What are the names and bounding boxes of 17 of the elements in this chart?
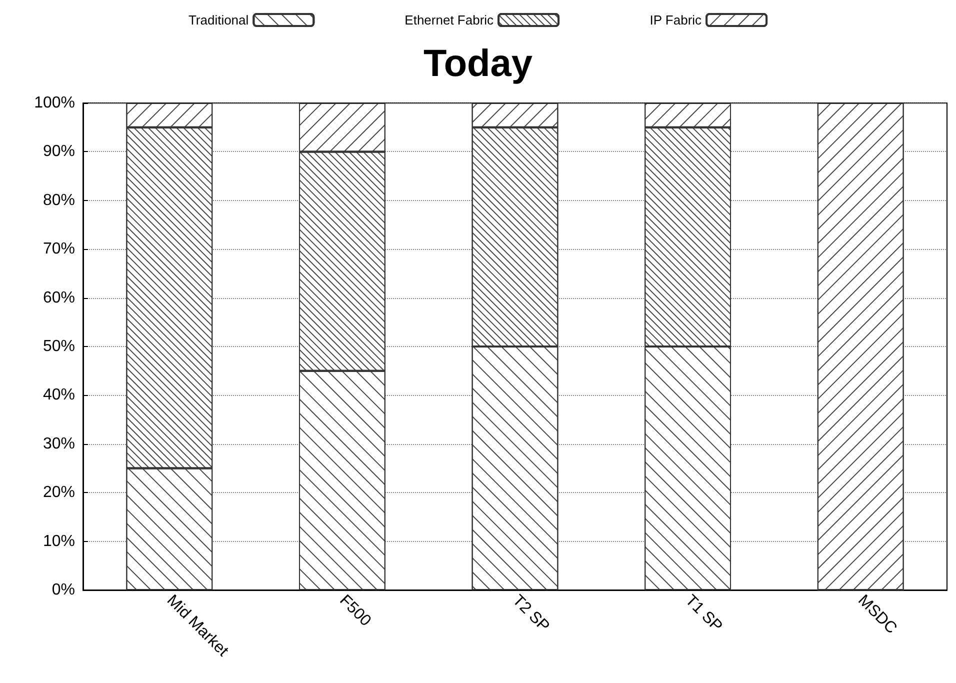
legend-label: Ethernet Fabric xyxy=(404,12,494,28)
chart-title: Today xyxy=(423,43,533,85)
y-tick-label: 50% xyxy=(42,338,75,355)
y-tick-label: 90% xyxy=(42,143,75,160)
y-tick-label: 80% xyxy=(42,192,75,209)
y-tick-label: 30% xyxy=(42,435,75,452)
y-tick-label: 10% xyxy=(42,532,75,550)
y-tick-label: 70% xyxy=(42,240,75,258)
y-tick-label: 40% xyxy=(42,386,75,404)
y-tick-label: 20% xyxy=(42,484,75,502)
legend-label: IP Fabric xyxy=(650,12,702,28)
y-tick-label: 0% xyxy=(52,582,75,598)
x-tick-label: T1 SP xyxy=(682,592,726,636)
legend-label: Traditional xyxy=(188,12,249,28)
y-tick-label: 100% xyxy=(34,94,75,112)
y-tick-label: 60% xyxy=(42,289,75,306)
x-tick-label: T2 SP xyxy=(508,592,552,636)
